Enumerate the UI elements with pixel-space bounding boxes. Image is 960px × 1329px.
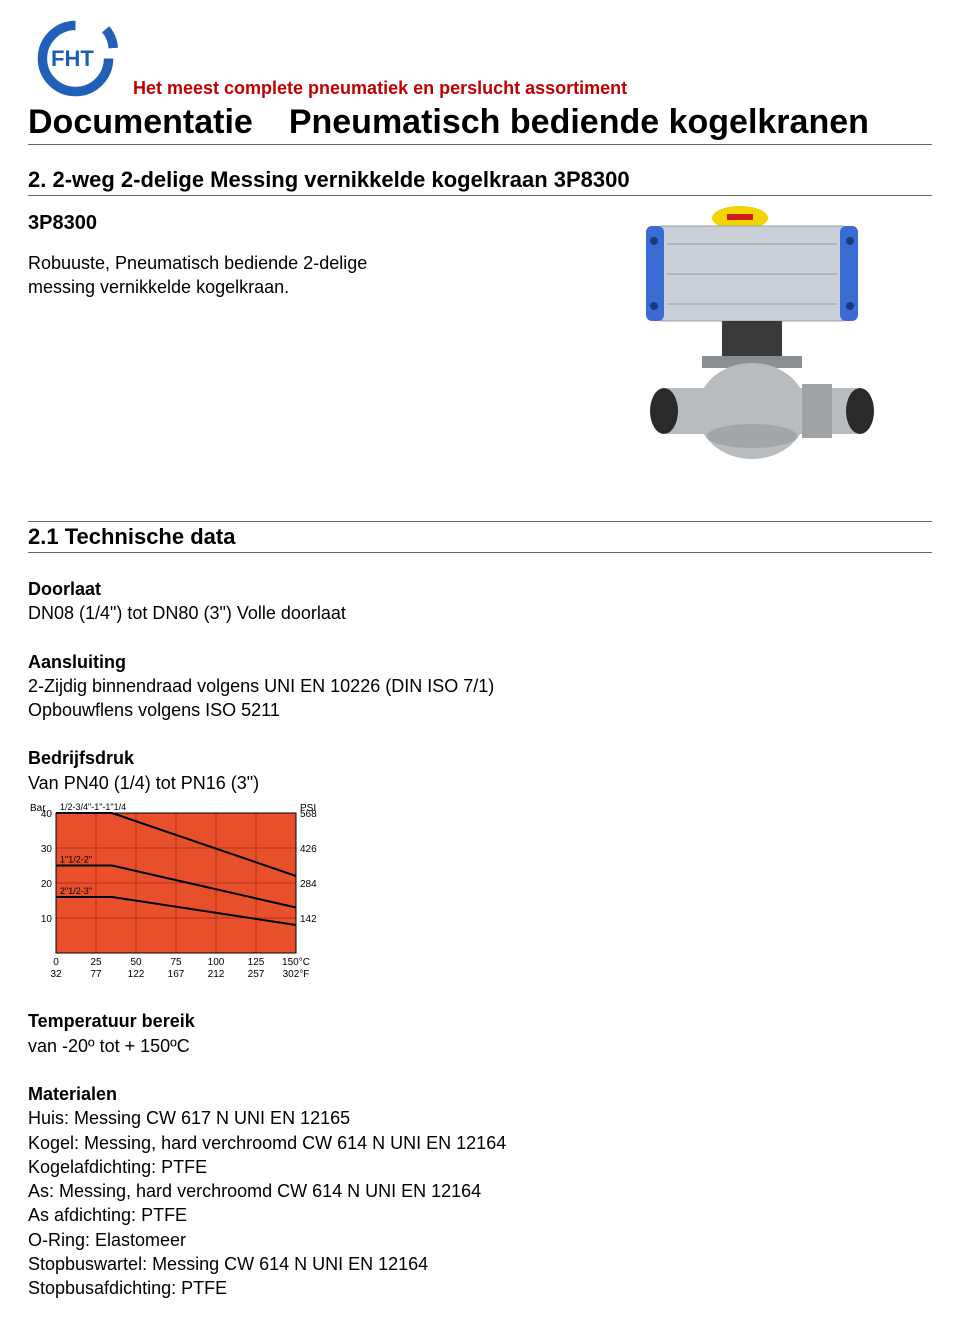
doorlaat-label: Doorlaat [28, 577, 932, 601]
aansluiting-label: Aansluiting [28, 650, 932, 674]
logo-text: FHT [51, 46, 94, 72]
svg-text:284: 284 [300, 879, 317, 890]
bedrijfsdruk-label: Bedrijfsdruk [28, 746, 932, 770]
svg-text:150°C: 150°C [282, 957, 310, 968]
spec-bedrijfsdruk: Bedrijfsdruk Van PN40 (1/4) tot PN16 (3"… [28, 746, 932, 985]
mat-stopbusafd: Stopbusafdichting: PTFE [28, 1276, 932, 1300]
spec-aansluiting: Aansluiting 2-Zijdig binnendraad volgens… [28, 650, 932, 723]
svg-text:125: 125 [248, 957, 265, 968]
mat-huis: Huis: Messing CW 617 N UNI EN 12165 [28, 1106, 932, 1130]
svg-text:2"1/2-3": 2"1/2-3" [60, 886, 92, 896]
svg-text:40: 40 [41, 809, 53, 820]
svg-text:426: 426 [300, 844, 317, 855]
page-title: Documentatie Pneumatisch bediende kogelkr… [28, 103, 932, 145]
product-text: 3P8300 Robuuste, Pneumatisch bediende 2-… [28, 206, 552, 491]
spec-doorlaat: Doorlaat DN08 (1/4") tot DN80 (3") Volle… [28, 577, 932, 626]
pressure-chart-svg: 1/2-3/4"-1"-1"1/41"1/2-2"2"1/2-3"Bar1020… [28, 799, 328, 979]
mat-oring: O-Ring: Elastomeer [28, 1228, 932, 1252]
mat-as: As: Messing, hard verchroomd CW 614 N UN… [28, 1179, 932, 1203]
spec-temperatuur: Temperatuur bereik van -20º tot + 150ºC [28, 1009, 932, 1058]
svg-text:302°F: 302°F [283, 969, 310, 979]
product-code: 3P8300 [28, 212, 552, 235]
svg-text:1/2-3/4"-1"-1"1/4: 1/2-3/4"-1"-1"1/4 [60, 802, 126, 812]
svg-text:75: 75 [170, 957, 182, 968]
svg-text:25: 25 [90, 957, 102, 968]
svg-text:257: 257 [248, 969, 265, 979]
aansluiting-text-1: 2-Zijdig binnendraad volgens UNI EN 1022… [28, 674, 932, 698]
svg-text:20: 20 [41, 879, 53, 890]
doorlaat-text: DN08 (1/4") tot DN80 (3") Volle doorlaat [28, 601, 932, 625]
svg-text:142: 142 [300, 914, 317, 925]
mat-kogelafd: Kogelafdichting: PTFE [28, 1155, 932, 1179]
svg-text:212: 212 [208, 969, 225, 979]
pressure-chart: 1/2-3/4"-1"-1"1/41"1/2-2"2"1/2-3"Bar1020… [28, 799, 932, 985]
svg-text:77: 77 [90, 969, 102, 979]
section-2-heading: 2. 2-weg 2-delige Messing vernikkelde ko… [28, 167, 932, 196]
page-title-part2: Pneumatisch bediende kogelkranen [289, 103, 869, 141]
product-row: 3P8300 Robuuste, Pneumatisch bediende 2-… [28, 206, 932, 491]
bedrijfsdruk-text: Van PN40 (1/4) tot PN16 (3") [28, 771, 932, 795]
header: FHT Het meest complete pneumatiek en per… [28, 16, 932, 101]
svg-text:568: 568 [300, 809, 317, 820]
materialen-label: Materialen [28, 1082, 932, 1106]
svg-text:167: 167 [168, 969, 185, 979]
svg-text:32: 32 [50, 969, 62, 979]
svg-text:30: 30 [41, 844, 53, 855]
product-image [582, 196, 932, 481]
tagline: Het meest complete pneumatiek en persluc… [133, 78, 627, 99]
svg-text:1"1/2-2": 1"1/2-2" [60, 855, 92, 865]
spec-materialen: Materialen Huis: Messing CW 617 N UNI EN… [28, 1082, 932, 1301]
temperatuur-label: Temperatuur bereik [28, 1009, 932, 1033]
mat-kogel: Kogel: Messing, hard verchroomd CW 614 N… [28, 1131, 932, 1155]
valve-illustration-icon [582, 196, 932, 481]
aansluiting-text-2: Opbouwflens volgens ISO 5211 [28, 698, 932, 722]
product-desc-line2: messing vernikkelde kogelkraan. [28, 275, 552, 299]
svg-text:122: 122 [128, 969, 145, 979]
section-21-heading: 2.1 Technische data [28, 521, 932, 553]
svg-text:10: 10 [41, 914, 53, 925]
svg-text:0: 0 [53, 957, 59, 968]
svg-text:50: 50 [130, 957, 142, 968]
svg-text:100: 100 [208, 957, 225, 968]
mat-asafd: As afdichting: PTFE [28, 1203, 932, 1227]
product-desc-line1: Robuuste, Pneumatisch bediende 2-delige [28, 251, 552, 275]
logo: FHT [28, 16, 123, 101]
mat-stopbuswartel: Stopbuswartel: Messing CW 614 N UNI EN 1… [28, 1252, 932, 1276]
page-title-part1: Documentatie [28, 103, 253, 141]
temperatuur-text: van -20º tot + 150ºC [28, 1034, 932, 1058]
